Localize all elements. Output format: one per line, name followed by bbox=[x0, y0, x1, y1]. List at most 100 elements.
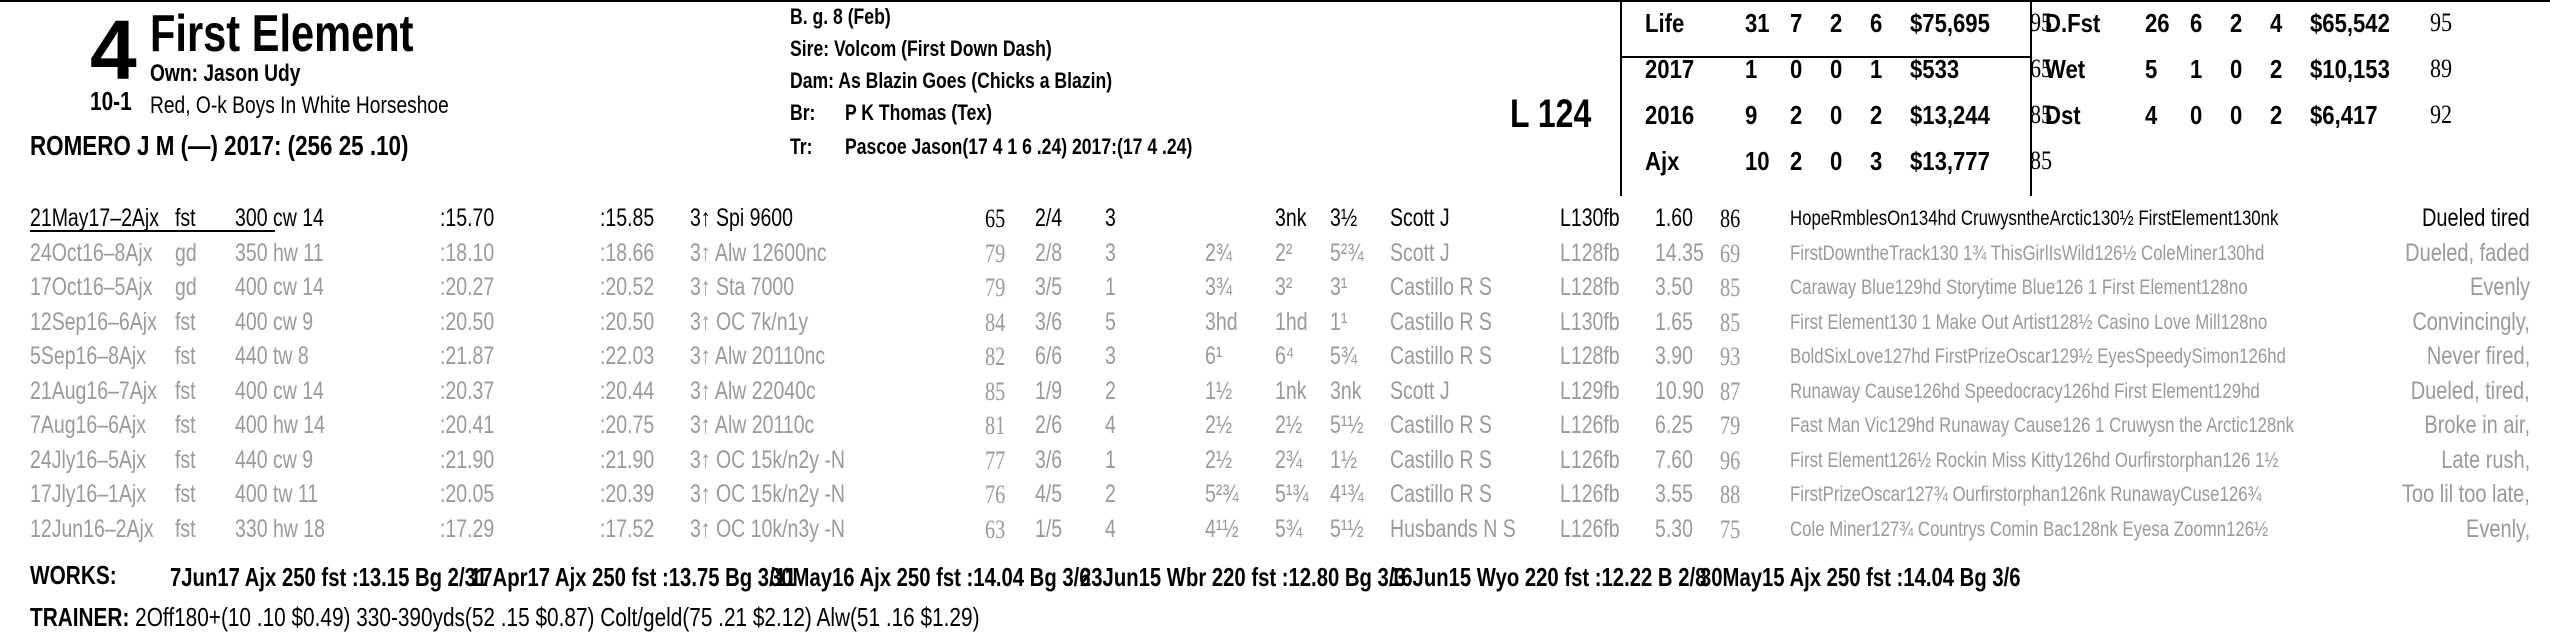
pp-result: Too lil too late, bbox=[2402, 480, 2530, 508]
pp-cond: fst bbox=[175, 342, 196, 370]
surface-stat-p: 0 bbox=[2230, 100, 2243, 130]
work-item: 7Jun17 Ajx 250 fst :13.15 Bg 2/31 bbox=[170, 562, 488, 592]
pp-jockey: Castillo R S bbox=[1390, 480, 1492, 508]
pp-comment: First Element126½ Rockin Miss Kitty126hd… bbox=[1790, 448, 2279, 472]
surface-stat-label: D.Fst bbox=[2045, 8, 2101, 38]
career-stat-starts: 10 bbox=[1745, 146, 1770, 176]
pp-fin: 4¹¾ bbox=[1330, 480, 1364, 508]
pp-result: Dueled, tired, bbox=[2411, 376, 2530, 405]
pp-odds: 5.30 bbox=[1655, 514, 1693, 543]
pp-fin: 3nk bbox=[1330, 376, 1362, 405]
pp-f1: :20.05 bbox=[440, 480, 495, 508]
pp-fin: 3¹ bbox=[1330, 273, 1348, 301]
pp-result: Evenly, bbox=[2465, 514, 2530, 543]
pp-spd: 96 bbox=[1720, 445, 1741, 475]
pp-jockey: Scott J bbox=[1390, 204, 1450, 232]
pp-type: 3↑ OC 7k/n1y bbox=[690, 307, 809, 336]
pp-type: 3↑ OC 15k/n2y -N bbox=[690, 480, 845, 508]
career-stat-w: 0 bbox=[1790, 54, 1803, 84]
career-stat-w: 2 bbox=[1790, 100, 1803, 130]
pp-comment: Cole Miner127¾ Countrys Comin Bac128nk E… bbox=[1790, 517, 2269, 541]
pp-cond: fst bbox=[175, 204, 196, 232]
pp-result: Dueled tired bbox=[2422, 204, 2530, 232]
career-stat-s: 2 bbox=[1870, 100, 1883, 130]
pp-cond: fst bbox=[175, 480, 196, 508]
pp-cond: fst bbox=[175, 307, 196, 336]
work-item: 23Jun15 Wbr 220 fst :12.80 Bg 3/3 bbox=[1080, 562, 1406, 592]
pp-f2: :20.50 bbox=[600, 307, 655, 336]
pp-fin: 5¹½ bbox=[1330, 514, 1364, 543]
top-rule bbox=[0, 0, 2550, 2]
career-stat-p: 0 bbox=[1830, 100, 1843, 130]
career-stat-p: 0 bbox=[1830, 54, 1843, 84]
silks: Red, O-k Boys In White Horseshoe bbox=[150, 92, 449, 119]
pp-jockey: Castillo R S bbox=[1390, 411, 1492, 439]
pp-dist: 400 cw 14 bbox=[235, 273, 324, 301]
trainer: Pascoe Jason(17 4 1 6 .24) 2017:(17 4 .2… bbox=[845, 134, 1193, 159]
pp-wt: L128fb bbox=[1560, 238, 1620, 267]
pp-pp: 1/5 bbox=[1035, 514, 1063, 543]
pp-odds: 3.90 bbox=[1655, 342, 1693, 370]
pp-pp: 3/5 bbox=[1035, 273, 1063, 301]
pp-cond: gd bbox=[175, 238, 197, 267]
pp-f1: :17.29 bbox=[440, 514, 495, 543]
pp-odds: 1.65 bbox=[1655, 307, 1693, 336]
pp-result: Convincingly, bbox=[2412, 307, 2530, 336]
pp-result: Late rush, bbox=[2441, 445, 2530, 474]
surface-stat-p: 2 bbox=[2230, 8, 2243, 38]
pp-spd: 86 bbox=[1720, 204, 1741, 233]
pp-type: 3↑ OC 10k/n3y -N bbox=[690, 514, 845, 543]
pp-f1: :20.41 bbox=[440, 411, 495, 439]
pp-f2: :20.39 bbox=[600, 480, 655, 508]
pp-date: 12Sep16–6Ajx bbox=[30, 307, 157, 336]
pp-st: 4 bbox=[1105, 411, 1116, 439]
pp-jockey: Scott J bbox=[1390, 376, 1450, 405]
pp-fin: 5²¾ bbox=[1330, 238, 1364, 267]
pp-pp: 4/5 bbox=[1035, 480, 1063, 508]
pp-c2: 5¹¾ bbox=[1275, 480, 1309, 508]
stats-divider-left bbox=[1620, 0, 1622, 196]
pp-type: 3↑ Alw 12600nc bbox=[690, 238, 827, 267]
pp-sr: 84 bbox=[985, 307, 1006, 337]
career-stat-s: 3 bbox=[1870, 146, 1883, 176]
pp-jockey: Scott J bbox=[1390, 238, 1450, 267]
career-stat-earn: $75,695 bbox=[1910, 8, 1990, 38]
surface-stat-starts: 5 bbox=[2145, 54, 2158, 84]
pp-pp: 2/6 bbox=[1035, 411, 1063, 439]
pp-pp: 3/6 bbox=[1035, 445, 1063, 474]
pp-comment: Runaway Cause126hd Speedocracy126hd Firs… bbox=[1790, 379, 2260, 403]
pp-f1: :18.10 bbox=[440, 238, 495, 267]
trainer-stats-label: TRAINER: bbox=[30, 602, 130, 632]
horse-name: First Element bbox=[150, 5, 414, 63]
pp-f2: :15.85 bbox=[600, 204, 655, 232]
surface-stat-s: 2 bbox=[2270, 54, 2283, 84]
pp-c2: 5¾ bbox=[1275, 514, 1303, 543]
pp-f2: :20.44 bbox=[600, 376, 655, 405]
pp-c1: 3¾ bbox=[1205, 273, 1233, 301]
weight: L 124 bbox=[1510, 92, 1592, 136]
pp-cond: gd bbox=[175, 273, 197, 301]
pp-odds: 3.55 bbox=[1655, 480, 1693, 508]
pp-st: 1 bbox=[1105, 273, 1116, 301]
career-stat-starts: 1 bbox=[1745, 54, 1758, 84]
trainer-label: Tr: bbox=[790, 134, 813, 159]
pp-c2: 1nk bbox=[1275, 376, 1307, 405]
surface-stat-w: 6 bbox=[2190, 8, 2203, 38]
pp-pp: 3/6 bbox=[1035, 307, 1063, 336]
pp-sr: 81 bbox=[985, 411, 1006, 440]
pp-c1: 6¹ bbox=[1205, 342, 1223, 370]
career-stat-earn: $13,777 bbox=[1910, 146, 1990, 176]
surface-stat-speed: 92 bbox=[2430, 100, 2453, 129]
pp-st: 4 bbox=[1105, 514, 1116, 543]
pp-f1: :20.37 bbox=[440, 376, 495, 405]
pp-c2: 2¾ bbox=[1275, 445, 1303, 474]
pp-f1: :20.50 bbox=[440, 307, 495, 336]
pp-spd: 93 bbox=[1720, 342, 1741, 371]
pp-wt: L128fb bbox=[1560, 342, 1620, 370]
pp-cond: fst bbox=[175, 376, 196, 405]
career-stat-speed: 85 bbox=[2030, 100, 2053, 129]
pp-wt: L130fb bbox=[1560, 204, 1620, 232]
pp-comment: HopeRmblesOn134hd CruwysntheArctic130½ F… bbox=[1790, 207, 2279, 230]
dam: Dam: As Blazin Goes (Chicks a Blazin) bbox=[790, 68, 1113, 93]
pp-c2: 6⁴ bbox=[1275, 342, 1295, 370]
